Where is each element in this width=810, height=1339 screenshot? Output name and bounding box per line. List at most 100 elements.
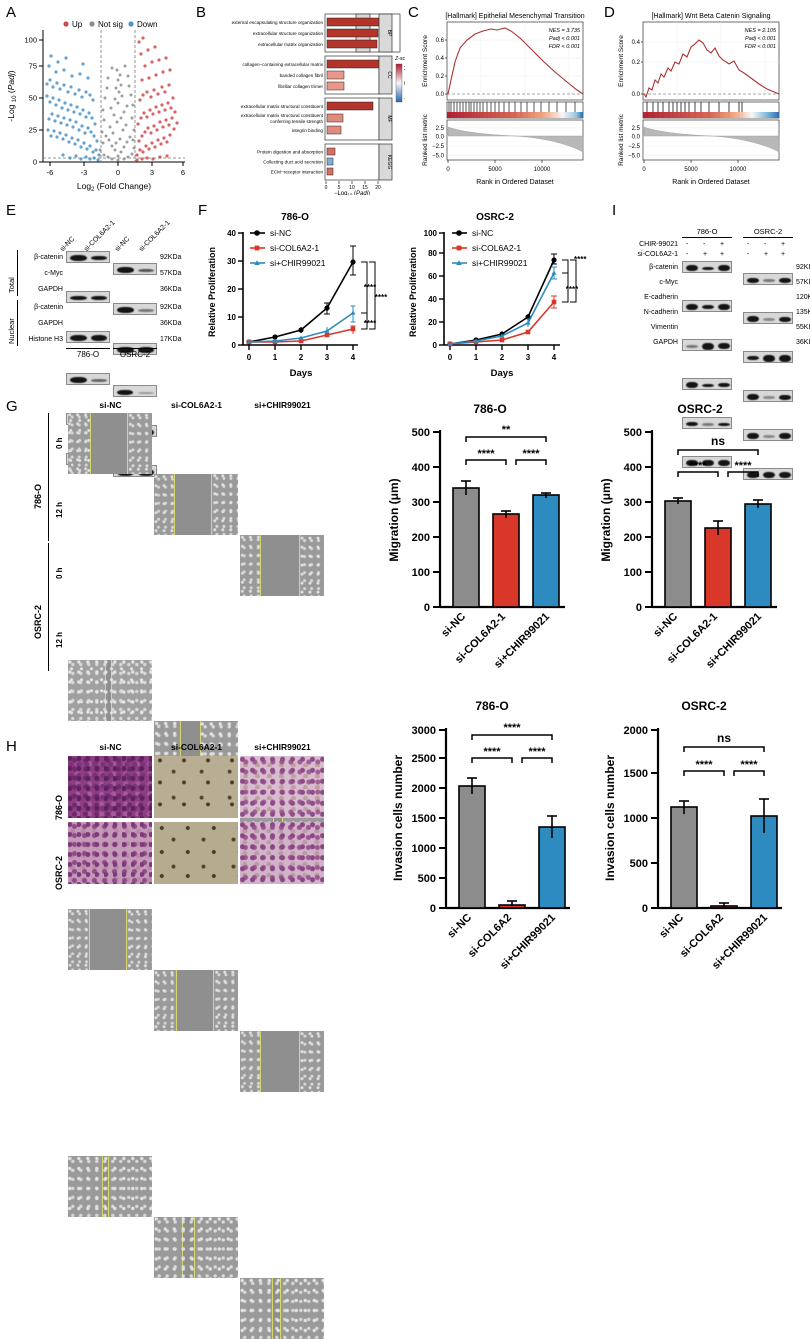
prolif-osrc2-sig-brackets	[562, 259, 577, 303]
panel-i-kda-cmyc: 57KDa	[796, 279, 810, 286]
volcano-points	[45, 36, 179, 162]
panel-i-row-label-ecadherin: E-cadherin	[644, 294, 678, 301]
panel-h-col-header-2: si-COL6A2-1	[170, 742, 222, 752]
prolif-786o-xlabel: Days	[290, 368, 313, 379]
prolif-osrc2-svg: OSRC-2 0 20 40 60 80 100 0 1 2 3 4 Days …	[408, 212, 587, 379]
svg-text:2500: 2500	[412, 753, 436, 765]
panel-g-cellline-osrc2: OSRC-2	[33, 604, 43, 639]
svg-text:3: 3	[150, 168, 154, 177]
panel-i-kda-bcatenin: 92KDa	[796, 264, 810, 271]
svg-text:NES = 2.105: NES = 2.105	[745, 28, 777, 34]
gsea-d-xticks: 0 5000 10000	[642, 160, 747, 173]
gsea-d-ylabel2: Ranked list metric	[618, 113, 625, 165]
svg-text:100: 100	[624, 567, 642, 579]
svg-text:80: 80	[428, 249, 437, 258]
gsea-d-stats: NES = 2.105 Padj < 0.001 FDR < 0.001	[745, 28, 777, 50]
gsea-c-xticks: 0 5000 10000	[446, 160, 551, 173]
svg-text:3000: 3000	[412, 725, 436, 737]
migration-osrc2-ylabel: Migration (μm)	[599, 478, 613, 561]
blot-row-label-cmyc-total: c-Myc	[44, 270, 63, 277]
lane-label-2: si-COL6A2-1	[83, 219, 117, 253]
panel-i-kda-ncadherin: 135KDa	[796, 309, 810, 316]
panel-label-h: H	[6, 738, 17, 755]
gsea-d-svg: [Hallmark] Wnt Beta Catenin Signaling 0.…	[618, 13, 780, 186]
svg-text:2.5: 2.5	[632, 126, 641, 132]
blot-row-label-bcatenin-nuclear: β-catenin	[34, 304, 63, 311]
panel-g-bracket-osrc2	[48, 543, 50, 671]
svg-text:−2.5: −2.5	[628, 144, 641, 150]
panel-i-western-blot: 786-O OSRC-2 CHIR-99021 - - + - - + si-C…	[600, 200, 810, 480]
migration-786o-bar-sinc	[452, 487, 480, 608]
blot-box-cmyc-total-786o	[66, 291, 110, 303]
panel-h-invasion-bar-786o: 786-O 0 500 1000 1500 2000 2500 3000 Inv…	[380, 690, 595, 988]
invasion-786o-sig-top: ****	[503, 722, 521, 734]
invasion-786o-xlabel-1: si-NC	[445, 912, 474, 941]
blot-box-bcatenin-total-786o	[66, 251, 110, 263]
invasion-image-osrc2-sinc	[68, 822, 152, 884]
svg-text:NES = 3.735: NES = 3.735	[549, 28, 581, 34]
prolif-786o-svg: 786-O 0 10 20 30 40 0 1 2 3 4 Days Relat…	[207, 212, 388, 379]
panel-i-blot-bcatenin-osrc2	[743, 273, 793, 285]
panel-g-bracket-786o	[48, 413, 50, 541]
blot-box-gapdh-total-osrc2	[113, 343, 157, 355]
prolif-osrc2-ylabel: Relative Proliferation	[408, 247, 418, 337]
panel-i-row-label-cmyc: c-Myc	[659, 279, 678, 286]
svg-text:-3: -3	[81, 168, 88, 177]
panel-i-blot-ecadherin-786o	[682, 339, 732, 351]
panel-i-row-label-gapdh: GAPDH	[653, 339, 678, 346]
panel-g-col-header-2: si-COL6A2-1	[170, 400, 222, 410]
invasion-786o-errorbars	[467, 777, 557, 906]
wound-image-786o-0h-sicol	[154, 474, 238, 535]
svg-text:300: 300	[412, 497, 430, 509]
panel-g-col-header-1: si-NC	[99, 400, 122, 410]
migration-786o-title: 786-O	[473, 402, 506, 416]
panel-i-kda-ecadherin: 120KDa	[796, 294, 810, 301]
svg-text:500: 500	[624, 427, 642, 439]
legend-label-sinc: si-NC	[270, 228, 291, 238]
group-label-nuclear: Nuclear	[7, 318, 16, 344]
invasion-786o-ylabel: Invasion cells number	[391, 755, 405, 881]
legend-label-down: Down	[137, 20, 157, 29]
prolif-osrc2-xticks: 0 1 2 3 4	[448, 345, 557, 362]
legend-label-up: Up	[72, 20, 83, 29]
blot-box-bcatenin-nuclear-786o	[66, 373, 110, 385]
migration-786o-sig-brackets	[465, 436, 547, 465]
svg-text:−5.0: −5.0	[628, 154, 641, 160]
panel-label-g: G	[6, 398, 18, 415]
blot-box-gapdh-total-786o	[66, 331, 110, 343]
kegg-term-2: Collecting duct acid secretion	[263, 160, 323, 165]
svg-text:0: 0	[247, 353, 252, 362]
cc-term-3: fibrillar collagen trimer	[278, 84, 323, 89]
panel-a-volcano-plot: Up Not sig Down 0 25 50 75 100 -6 -3 0 3…	[0, 0, 200, 195]
mf-term-2b: conferring tensile strength	[270, 119, 323, 124]
migration-786o-yticks: 0 100 200 300 400 500	[412, 427, 440, 614]
migration-osrc2-bar-sinc	[664, 500, 692, 608]
panel-i-cellline-786o: 786-O	[696, 227, 718, 236]
svg-text:FDR < 0.001: FDR < 0.001	[549, 44, 580, 50]
svg-text:0: 0	[325, 185, 328, 191]
panel-g-migration-bar-786o: 786-O 0 100 200 300 400 500 Migration (μ…	[380, 395, 595, 685]
svg-text:500: 500	[418, 873, 436, 885]
mf-term-3: integrin binding	[292, 128, 324, 133]
panel-i-blot-ncadherin-786o	[682, 378, 732, 390]
kegg-term-1: Protein digestion and absorption	[257, 150, 323, 155]
migration-osrc2-errorbars	[673, 497, 763, 535]
legend-label-sicol: si-COL6A2-1	[270, 243, 319, 253]
blot-row-label-histoneh3: Histone H3	[28, 336, 63, 343]
panel-g-wound-healing-images: si-NC si-COL6A2-1 si+CHIR99021 786-O OSR…	[0, 395, 375, 1339]
gsea-d-title: [Hallmark] Wnt Beta Catenin Signaling	[651, 13, 770, 20]
invasion-osrc2-xlabel-2: si-COL6A2	[678, 912, 726, 960]
panel-i-cellline-osrc2: OSRC-2	[753, 227, 783, 236]
group-mf: extracellular matrix structural constitu…	[241, 97, 380, 141]
enrichment-svg: external encapsulating structure organiz…	[232, 13, 405, 195]
svg-text:400: 400	[624, 462, 642, 474]
migration-osrc2-title: OSRC-2	[677, 402, 723, 416]
svg-text:200: 200	[412, 532, 430, 544]
panel-f-proliferation-osrc2: OSRC-2 0 20 40 60 80 100 0 1 2 3 4 Days …	[390, 200, 590, 385]
panel-d-gsea-wnt: [Hallmark] Wnt Beta Catenin Signaling 0.…	[601, 0, 801, 195]
enrichment-xlabel: −Log10 (Padj)	[334, 191, 370, 195]
svg-text:3: 3	[526, 353, 531, 362]
svg-text:0: 0	[446, 167, 450, 173]
blot-box-cmyc-total-osrc2	[113, 303, 157, 315]
migration-osrc2-bar-sicol	[704, 527, 732, 608]
